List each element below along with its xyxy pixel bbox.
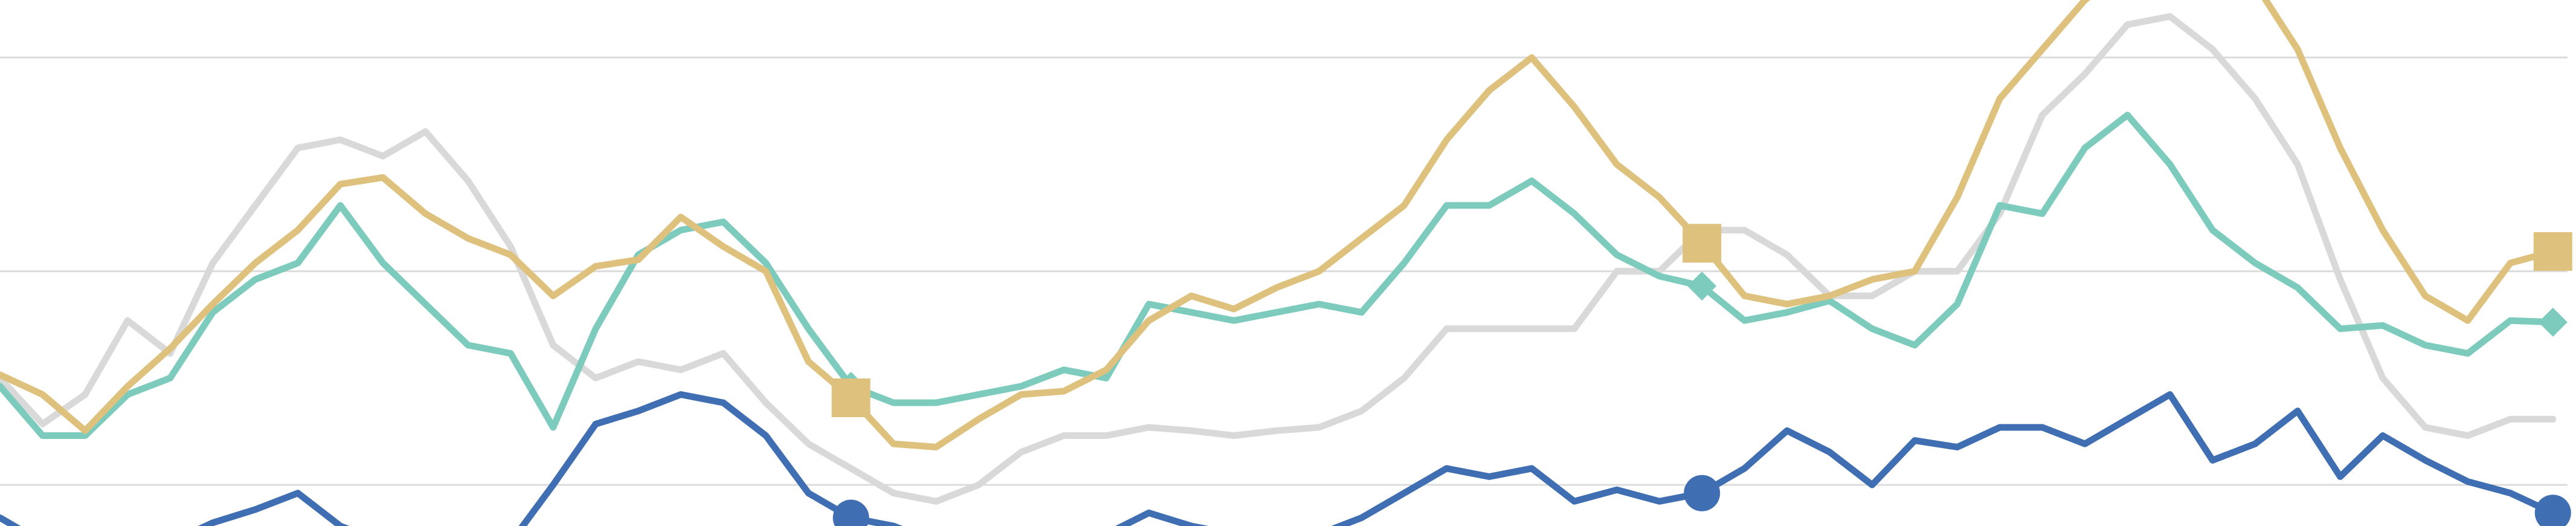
square-marker: [2533, 232, 2572, 271]
line: [0, 111, 2557, 439]
circle-marker: [1684, 475, 1721, 511]
line: [0, 391, 2557, 526]
line: [0, 13, 2557, 505]
circle-marker: [832, 499, 869, 526]
square-marker: [1682, 224, 1722, 263]
line: [0, 0, 2557, 450]
diamond-marker: [1687, 271, 1717, 301]
diamond-marker: [2538, 307, 2568, 337]
square-marker: [831, 378, 871, 417]
circle-marker: [2534, 495, 2571, 526]
